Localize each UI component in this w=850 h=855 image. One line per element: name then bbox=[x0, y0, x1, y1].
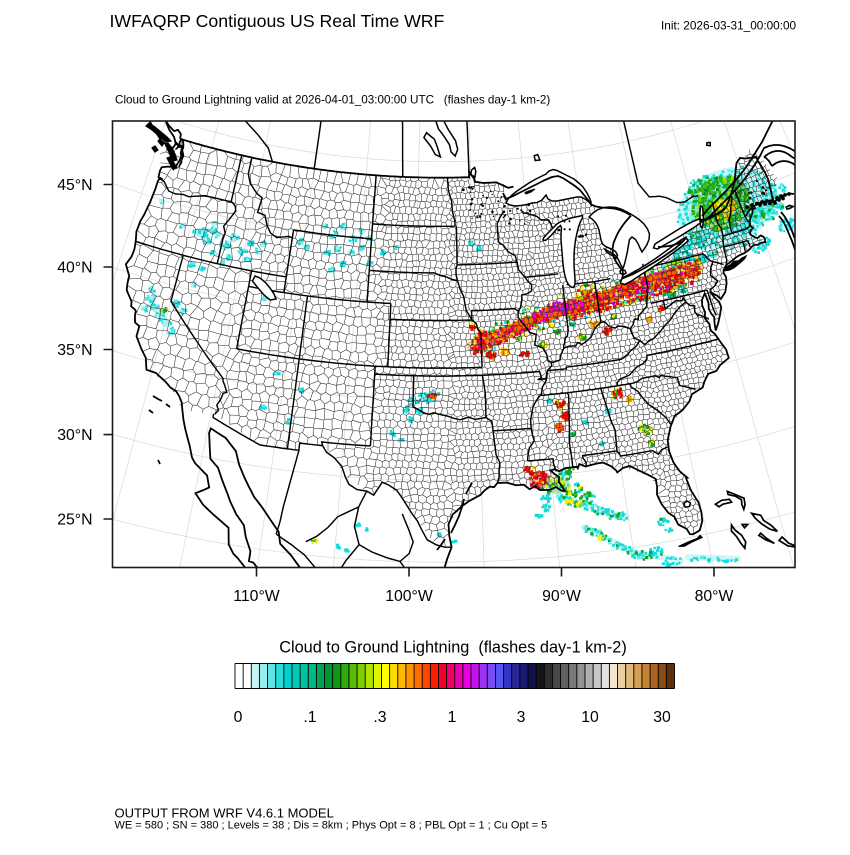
svg-text:Init: 2026-03-31_00:00:00: Init: 2026-03-31_00:00:00 bbox=[661, 19, 797, 33]
svg-text:.1: .1 bbox=[303, 709, 316, 726]
svg-text:Cloud to Ground Lightning vali: Cloud to Ground Lightning valid at 2026-… bbox=[115, 94, 550, 107]
svg-text:3: 3 bbox=[517, 709, 526, 726]
svg-text:IWFAQRP Contiguous US Real Tim: IWFAQRP Contiguous US Real Time WRF bbox=[110, 11, 445, 31]
svg-text:100°W: 100°W bbox=[385, 588, 433, 605]
svg-text:40°N: 40°N bbox=[57, 260, 92, 277]
svg-text:WE = 580 ; SN = 380 ; Levels =: WE = 580 ; SN = 380 ; Levels = 38 ; Dis … bbox=[115, 820, 548, 832]
svg-text:0: 0 bbox=[234, 709, 243, 726]
svg-text:30°N: 30°N bbox=[57, 427, 92, 444]
svg-text:110°W: 110°W bbox=[233, 588, 280, 605]
svg-text:90°W: 90°W bbox=[542, 588, 581, 605]
svg-text:25°N: 25°N bbox=[57, 512, 92, 529]
svg-text:1: 1 bbox=[448, 709, 457, 726]
svg-text:35°N: 35°N bbox=[57, 342, 92, 359]
svg-text:.3: .3 bbox=[373, 709, 386, 726]
svg-text:Cloud to Ground Lightning (fl: Cloud to Ground Lightning (flashes day-1… bbox=[279, 639, 627, 657]
svg-text:45°N: 45°N bbox=[57, 177, 92, 194]
svg-text:OUTPUT FROM WRF V4.6.1 MODEL: OUTPUT FROM WRF V4.6.1 MODEL bbox=[115, 806, 334, 821]
svg-text:80°W: 80°W bbox=[695, 588, 734, 605]
svg-text:30: 30 bbox=[653, 709, 671, 726]
svg-text:10: 10 bbox=[581, 709, 599, 726]
